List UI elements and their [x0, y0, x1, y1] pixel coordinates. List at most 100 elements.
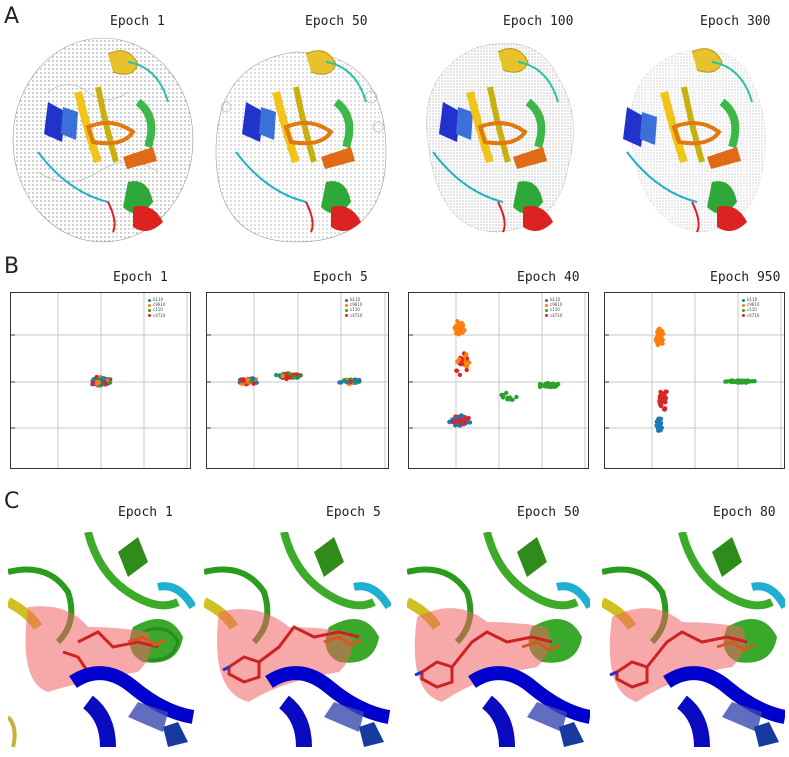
scatter-point: [723, 379, 728, 384]
legend-entry: c9610: [350, 302, 363, 308]
scatter-legend-epoch-1: b110 c9610 c110 c4710: [148, 297, 165, 318]
scatter-point: [460, 418, 466, 424]
scatter-point: [344, 380, 349, 385]
panel-c-epoch-label-4: Epoch 80: [713, 505, 776, 520]
scatter-point: [274, 372, 279, 378]
scatter-point: [464, 352, 469, 357]
scatter-point: [103, 380, 108, 386]
panel-b-letter: B: [4, 254, 20, 279]
protein-structure-epoch-1: [12, 37, 194, 243]
scatter-legend-epoch-5: b110 c9610 c110 c4710: [345, 297, 362, 318]
legend-entry: c9610: [550, 302, 563, 308]
panel-b-epoch-label-4: Epoch 950: [710, 270, 781, 285]
panel-a-epoch-label-1: Epoch 1: [110, 14, 165, 29]
scatter-point: [245, 377, 250, 382]
scatter-point: [292, 375, 297, 380]
scatter-point: [456, 422, 461, 427]
scatter-plot-epoch-40: [408, 292, 589, 469]
scatter-point: [550, 383, 555, 389]
ligand-binding-epoch-1: [8, 532, 195, 750]
ligand-binding-epoch-50: [407, 532, 590, 750]
protein-structure-epoch-100: [426, 43, 574, 233]
ligand-binding-epoch-80: [602, 532, 785, 750]
scatter-point: [747, 379, 753, 384]
scatter-point: [250, 376, 256, 381]
scatter-point: [658, 416, 664, 421]
scatter-point: [459, 413, 464, 418]
legend-entry: c110: [350, 307, 360, 313]
scatter-point: [545, 380, 550, 386]
legend-entry: c4710: [747, 312, 760, 318]
ligand-binding-epoch-5: [204, 532, 391, 750]
scatter-point: [467, 420, 473, 425]
scatter-point: [741, 379, 747, 385]
legend-entry: c110: [550, 307, 560, 313]
scatter-point: [466, 415, 471, 421]
scatter-point: [353, 377, 358, 382]
scatter-point: [660, 341, 665, 346]
legend-entry: c4710: [350, 312, 363, 318]
scatter-point: [752, 379, 757, 384]
legend-entry: b110: [747, 297, 758, 302]
scatter-point: [456, 357, 462, 362]
panel-c-epoch-label-1: Epoch 1: [118, 505, 173, 520]
legend-entry: b110: [350, 297, 361, 302]
scatter-point: [339, 380, 344, 385]
scatter-point: [655, 342, 661, 348]
panel-a-epoch-label-2: Epoch 50: [305, 14, 368, 29]
scatter-point: [280, 373, 285, 379]
panel-b-epoch-label-2: Epoch 5: [313, 270, 368, 285]
scatter-point: [241, 378, 246, 384]
scatter-point: [455, 326, 461, 332]
scatter-plot-epoch-5: [206, 292, 389, 469]
scatter-point: [540, 383, 545, 388]
legend-entry: c110: [153, 307, 163, 313]
scatter-point: [658, 428, 663, 433]
scatter-point: [464, 363, 470, 369]
legend-entry: c4710: [153, 312, 166, 318]
panel-b-epoch-label-3: Epoch 40: [517, 270, 580, 285]
scatter-point: [734, 380, 739, 385]
scatter-point: [500, 394, 506, 399]
scatter-plot-epoch-1: [10, 292, 191, 469]
scatter-point: [464, 367, 469, 373]
panel-c-epoch-label-3: Epoch 50: [517, 505, 580, 520]
legend-entry: b110: [550, 297, 561, 302]
scatter-point: [96, 379, 101, 385]
panel-c-epoch-label-2: Epoch 5: [326, 505, 381, 520]
panel-a-epoch-label-3: Epoch 100: [503, 14, 574, 29]
scatter-point: [660, 396, 665, 401]
legend-entry: c4710: [550, 312, 563, 318]
protein-structure-epoch-50: [215, 50, 387, 243]
panel-b-epoch-label-1: Epoch 1: [113, 270, 168, 285]
panel-c-letter: C: [4, 489, 20, 514]
scatter-legend-epoch-40: b110 c9610 c110 c4710: [545, 297, 562, 318]
scatter-plot-epoch-950: [604, 292, 785, 469]
legend-entry: c110: [747, 307, 757, 313]
scatter-point: [285, 374, 291, 379]
scatter-point: [508, 397, 513, 402]
scatter-point: [658, 402, 664, 407]
scatter-point: [251, 381, 256, 386]
scatter-point: [661, 391, 666, 397]
scatter-point: [458, 362, 463, 367]
scatter-point: [514, 394, 519, 400]
scatter-point: [462, 327, 467, 333]
scatter-point: [348, 379, 353, 384]
scatter-point: [655, 329, 660, 335]
protein-structure-epoch-300: [623, 48, 766, 233]
scatter-point: [654, 339, 659, 344]
scatter-point: [457, 372, 463, 378]
legend-entry: b110: [153, 297, 164, 302]
legend-entry: c9610: [153, 302, 166, 308]
scatter-point: [91, 381, 96, 386]
scatter-legend-epoch-950: b110 c9610 c110 c4710: [742, 297, 759, 318]
scatter-point: [654, 423, 659, 428]
scatter-point: [658, 389, 663, 395]
scatter-point: [660, 337, 665, 343]
scatter-point: [454, 368, 459, 373]
scatter-point: [453, 419, 458, 425]
panel-a-epoch-label-4: Epoch 300: [700, 14, 771, 29]
scatter-point: [357, 378, 362, 383]
legend-entry: c9610: [747, 302, 760, 308]
